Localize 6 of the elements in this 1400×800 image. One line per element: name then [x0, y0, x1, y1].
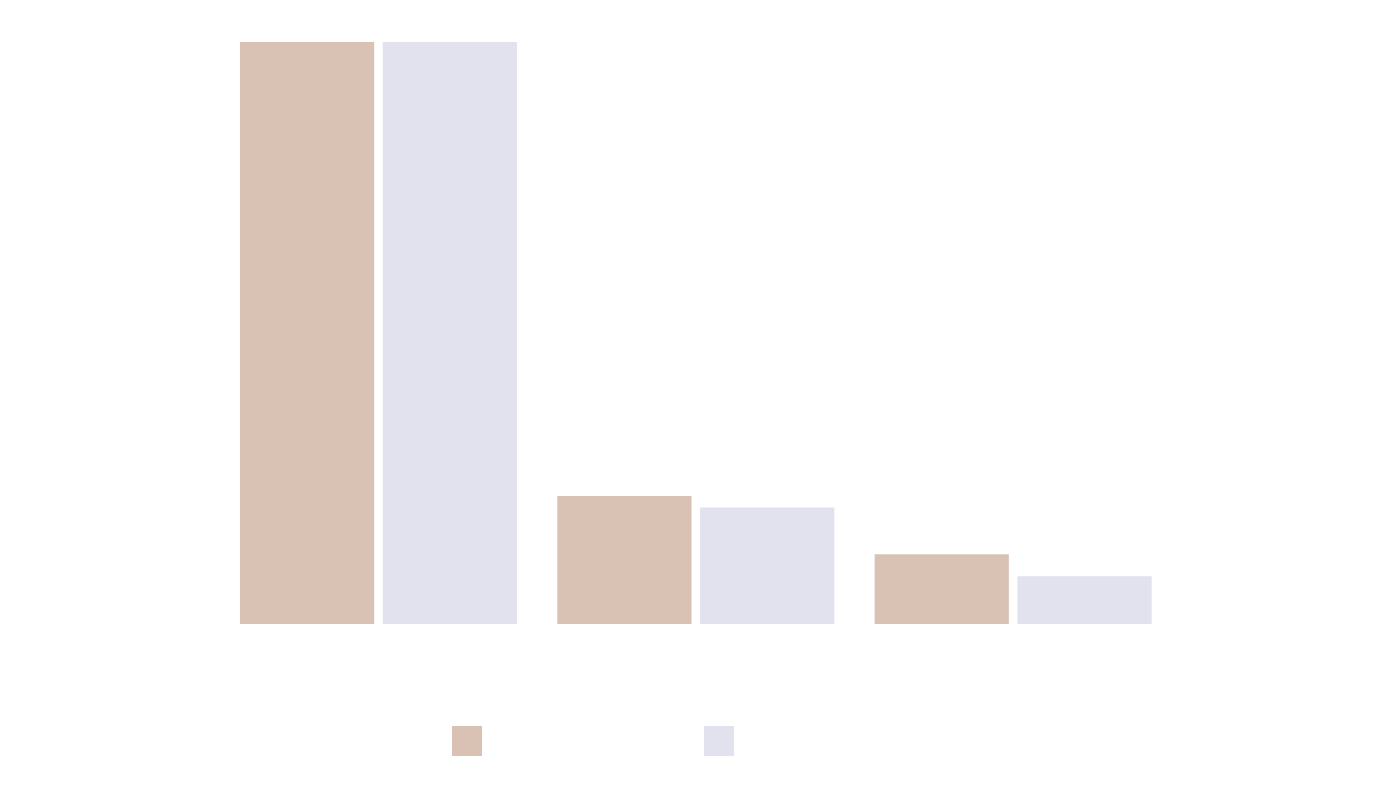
bar — [382, 42, 517, 624]
bar — [700, 507, 835, 624]
bar — [874, 554, 1009, 624]
bar — [557, 495, 692, 624]
bar — [1017, 576, 1152, 624]
bar — [239, 42, 375, 624]
